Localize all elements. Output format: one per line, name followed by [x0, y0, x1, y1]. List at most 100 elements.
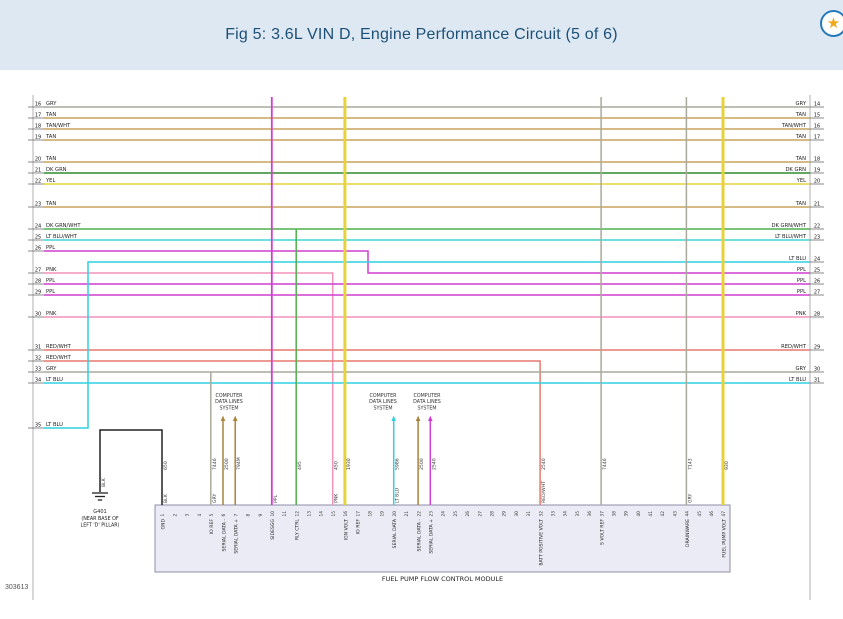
left-pin-number: 26: [35, 246, 41, 252]
module-pin-number: 15: [331, 511, 337, 517]
right-wire-label: TAN: [795, 201, 806, 207]
module-pin-number: 6: [221, 514, 227, 517]
right-wire-label: YEL: [796, 178, 806, 184]
right-pin-number: 24: [814, 257, 820, 263]
module-pin-circuit: 7446: [212, 458, 218, 470]
left-pin-number: 22: [35, 179, 41, 185]
module-pin-number: 4: [197, 514, 203, 517]
module-pin-number: 27: [477, 511, 483, 517]
module-pin-number: 10: [270, 511, 276, 517]
left-wire-label: PNK: [46, 311, 57, 317]
computer-data-lines-label: DATA LINES: [369, 399, 397, 405]
module-pin-function: DRAINWARE: [685, 519, 691, 547]
module-pin-circuit: 2500: [224, 458, 230, 470]
up-arrow-icon: [220, 415, 226, 421]
left-pin-number: 17: [35, 113, 41, 119]
computer-data-lines-label: SYSTEM: [417, 405, 436, 411]
left-wire-label: TAN: [45, 112, 56, 118]
left-pin-number: 29: [35, 290, 41, 296]
module-pin-function: IO REF: [356, 519, 362, 535]
page-title: Fig 5: 3.6L VIN D, Engine Performance Ci…: [225, 26, 618, 43]
module-pin-number: 20: [392, 511, 398, 517]
left-pin-number: 28: [35, 279, 41, 285]
right-pin-number: 29: [814, 345, 820, 351]
module-pin-number: 7: [233, 514, 239, 517]
left-wire-label: DK GRN/WHT: [46, 223, 81, 229]
right-pin-number: 23: [814, 235, 820, 241]
left-wire-label: TAN: [45, 156, 56, 162]
computer-data-lines-label: SYSTEM: [373, 405, 392, 411]
right-pin-number: 20: [814, 179, 820, 185]
left-pin-number: 23: [35, 202, 41, 208]
left-wire-label: DK GRN: [46, 167, 67, 173]
left-pin-number: 16: [35, 102, 41, 108]
module-pin-wire-color: PPL: [273, 494, 279, 503]
right-pin-number: 14: [814, 102, 820, 108]
left-wire-label: RED/WHT: [46, 355, 72, 361]
right-wire-label: GRY: [796, 101, 807, 107]
left-pin-number: 33: [35, 367, 41, 373]
left-pin-number: 34: [35, 378, 41, 384]
module-pin-number: 24: [441, 511, 447, 517]
module-pin-wire-color: PNK: [334, 493, 340, 503]
right-wire-label: PPL: [797, 267, 806, 273]
module-pin-number: 2: [172, 514, 178, 517]
module-pin-function: SERIAL DATA -: [221, 519, 227, 552]
right-pin-number: 28: [814, 312, 820, 318]
left-wire-label: GRY: [46, 101, 57, 107]
module-box: [154, 504, 731, 573]
left-wire-label: PPL: [46, 245, 55, 251]
module-pin-function: SERIAL DATA +: [429, 519, 435, 554]
left-pin-number: 31: [35, 345, 41, 351]
right-pin-number: 18: [814, 157, 820, 163]
ground-wire-color: BLK: [101, 477, 107, 487]
up-arrow-icon: [391, 415, 396, 421]
module-pin-number: 44: [685, 511, 691, 517]
module-pin-wire-color: RED/WHT: [541, 481, 547, 503]
module-pin-wire-color: GRY: [687, 494, 693, 503]
computer-data-lines-label: COMPUTER: [216, 393, 244, 399]
doc-code: 303613: [5, 584, 29, 591]
right-wire-label: RED/WHT: [781, 344, 807, 350]
module-pin-number: 32: [538, 511, 544, 517]
module-pin-number: 28: [489, 511, 495, 517]
module-pin-number: 33: [550, 511, 556, 517]
up-arrow-icon: [428, 415, 433, 421]
module-pin-circuit: 2540: [541, 458, 547, 470]
module-pin-number: 22: [416, 511, 422, 517]
computer-data-lines-label: SYSTEM: [219, 405, 238, 411]
left-pin-number: 30: [35, 312, 41, 318]
module-pin-circuit: 5986: [395, 458, 401, 470]
module-pin-number: 23: [429, 511, 435, 517]
left-wire-label: LT BLU/WHT: [46, 234, 78, 240]
wire: [44, 261, 810, 429]
right-wire-label: LT BLU/WHT: [775, 234, 807, 240]
favorite-star-button[interactable]: ★: [820, 10, 843, 37]
star-icon: ★: [826, 15, 841, 32]
module-pin-function: IO REF: [209, 519, 215, 535]
computer-data-lines-label: DATA LINES: [413, 399, 441, 405]
module-pin-circuit: 650: [163, 461, 169, 470]
module-pin-number: 29: [502, 511, 508, 517]
left-wire-label: PNK: [46, 267, 57, 273]
left-pin-number: 27: [35, 268, 41, 274]
module-pin-number: 17: [355, 511, 361, 517]
right-pin-number: 16: [814, 124, 820, 130]
module-pin-number: 41: [648, 511, 654, 517]
right-pin-number: 25: [814, 268, 820, 274]
module-pin-function: SIDESGG: [270, 519, 276, 540]
module-label: FUEL PUMP FLOW CONTROL MODULE: [382, 575, 503, 583]
module-pin-number: 37: [599, 511, 605, 517]
module-pin-number: 13: [307, 511, 313, 517]
module-pin-wire-color: BLK: [163, 493, 169, 503]
module-pin-circuit: 930: [724, 461, 730, 470]
up-arrow-icon: [232, 415, 238, 421]
module-pin-function: RLY CTRL: [295, 519, 301, 541]
computer-data-lines-label: COMPUTER: [414, 393, 442, 399]
module-pin-number: 18: [368, 511, 374, 517]
left-pin-number: 24: [35, 224, 41, 230]
left-pin-number: 19: [35, 135, 41, 141]
left-wire-label: TAN: [45, 134, 56, 140]
module-pin-number: 40: [636, 511, 642, 517]
